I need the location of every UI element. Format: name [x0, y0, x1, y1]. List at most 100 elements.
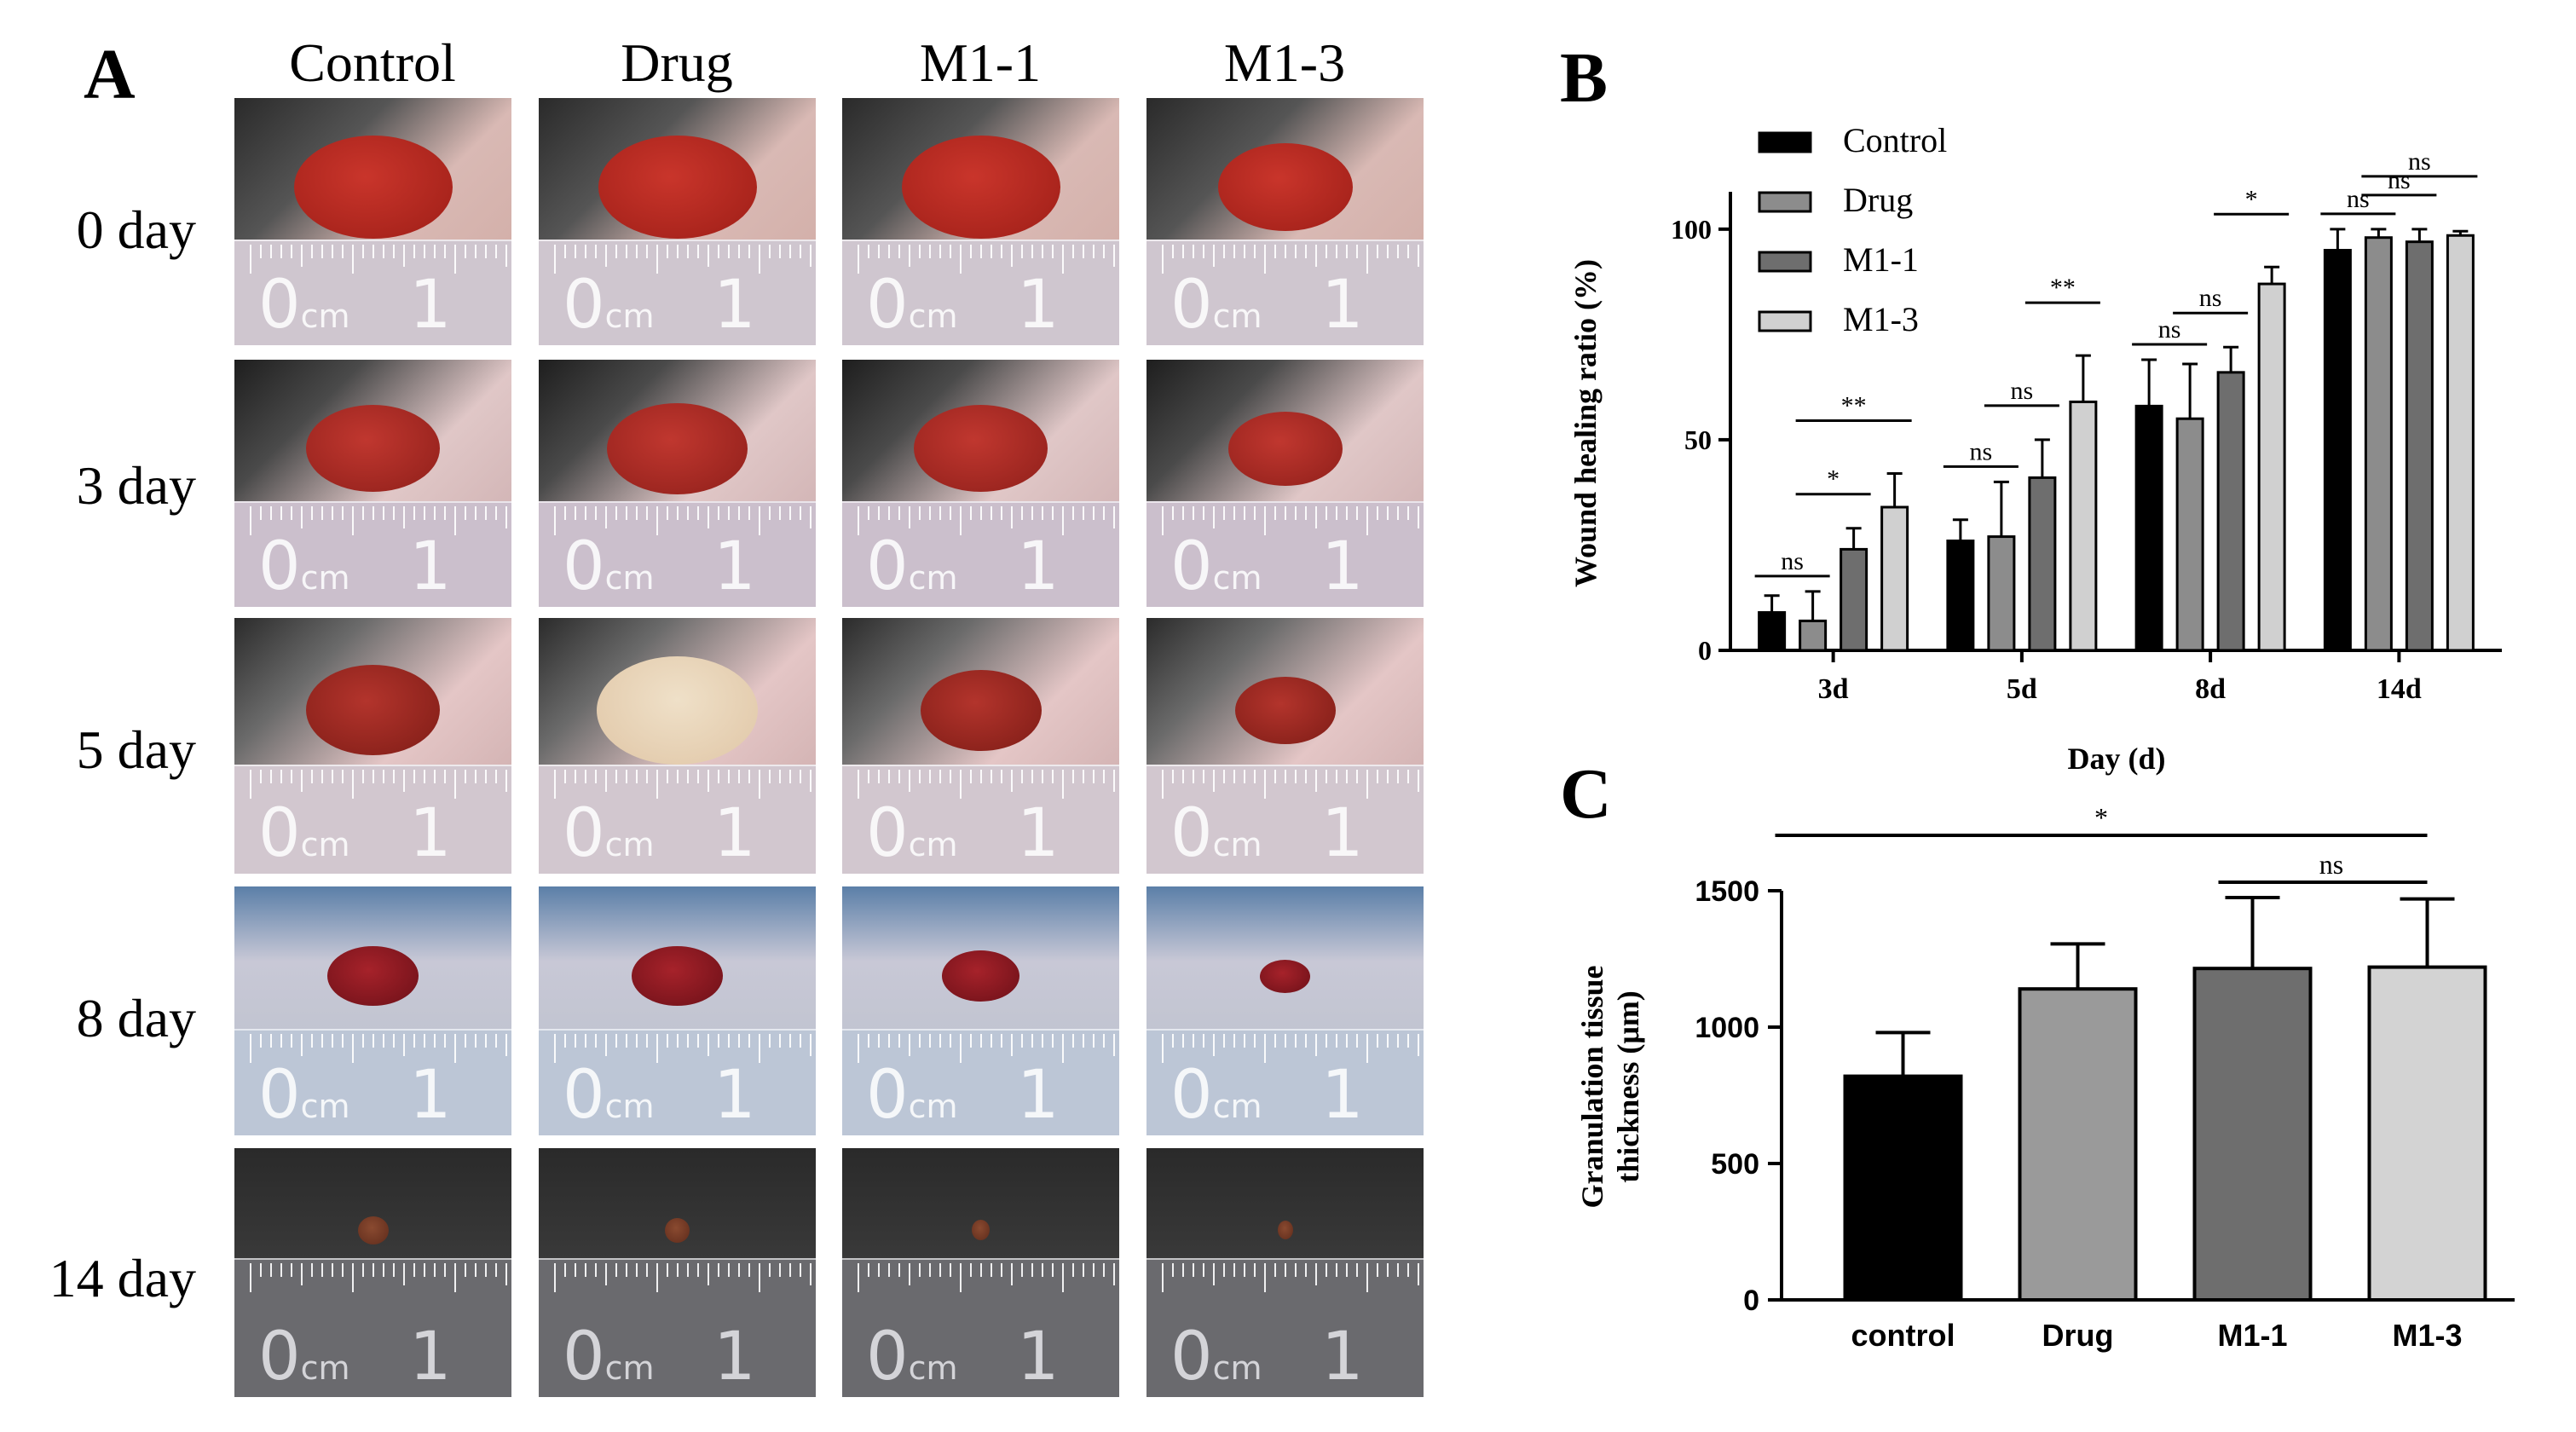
bar-M1-1-3d	[1840, 547, 1868, 652]
legend-swatch-Drug	[1758, 191, 1812, 213]
ruler: 0cm 1	[1146, 240, 1424, 345]
wound-area	[1260, 960, 1310, 993]
bar-Drug-8d	[2175, 417, 2204, 652]
wound-area	[921, 670, 1042, 751]
ruler-one-label: 1	[409, 1057, 452, 1134]
ruler: 0cm 1	[234, 1029, 511, 1135]
row-header-1: 3 day	[76, 455, 196, 516]
ruler: 0cm 1	[1146, 765, 1424, 874]
ruler: 0cm 1	[539, 1029, 816, 1135]
bar-M1-3-8d	[2257, 282, 2286, 652]
legend-label-Drug: Drug	[1843, 181, 1913, 219]
ruler: 0cm 1	[234, 240, 511, 345]
y-tick-label: 0	[1698, 635, 1712, 666]
wound-photo-row0-col0: 0cm 1	[234, 98, 511, 345]
ruler-label: 0cm	[563, 267, 655, 344]
bar-Control-5d	[1946, 540, 1975, 652]
ruler-one-label: 1	[409, 528, 452, 605]
ruler-label: 0cm	[1170, 1319, 1262, 1395]
bar-M1-3	[2367, 965, 2487, 1302]
ruler-one-label: 1	[409, 267, 452, 344]
ruler: 0cm 1	[539, 240, 816, 345]
bar-Control-3d	[1758, 611, 1787, 652]
wound-photo-row2-col2: 0cm 1	[842, 618, 1119, 874]
wound-photo-row4-col1: 0cm 1	[539, 1148, 816, 1397]
significance-label: ns	[2199, 284, 2222, 312]
wound-photo-row3-col0: 0cm 1	[234, 886, 511, 1135]
x-tick-label: 5d	[2007, 673, 2037, 705]
ruler-one-label: 1	[409, 795, 452, 872]
legend-label-M1-1: M1-1	[1843, 240, 1919, 279]
ruler-one-label: 1	[713, 267, 756, 344]
bar-Drug-14d	[2364, 236, 2393, 652]
wound-photo-row1-col2: 0cm 1	[842, 360, 1119, 607]
ruler-label: 0cm	[866, 528, 958, 605]
bar-M1-1-14d	[2405, 240, 2434, 652]
wound-area	[902, 136, 1060, 239]
wound-area	[972, 1220, 990, 1240]
bar-Drug	[2018, 987, 2138, 1302]
ruler-label: 0cm	[866, 1319, 958, 1395]
wound-area	[358, 1216, 389, 1244]
ruler: 0cm 1	[842, 240, 1119, 345]
wound-area	[942, 950, 1019, 1002]
ruler: 0cm 1	[1146, 501, 1424, 607]
ruler-one-label: 1	[713, 1057, 756, 1134]
wound-area	[914, 405, 1048, 492]
significance-label: *	[2094, 802, 2108, 833]
bar-control	[1843, 1074, 1963, 1302]
wound-photo-row4-col2: 0cm 1	[842, 1148, 1119, 1397]
ruler: 0cm 1	[539, 765, 816, 874]
ruler-label: 0cm	[1170, 267, 1262, 344]
wound-area	[1218, 143, 1353, 231]
panel-b-letter: B	[1560, 38, 1609, 118]
ruler-one-label: 1	[1017, 795, 1060, 872]
ruler-label: 0cm	[563, 528, 655, 605]
bar-Control-8d	[2134, 404, 2163, 652]
wound-area	[665, 1218, 690, 1243]
x-tick-label: 14d	[2377, 673, 2422, 705]
ruler-one-label: 1	[1017, 267, 1060, 344]
y-tick-label: 1000	[1695, 1012, 1759, 1044]
panel-c-letter: C	[1560, 754, 1612, 834]
ruler-label: 0cm	[563, 1319, 655, 1395]
bar-M1-3-5d	[2069, 400, 2098, 652]
wound-photo-row2-col0: 0cm 1	[234, 618, 511, 874]
ruler-label: 0cm	[1170, 1057, 1262, 1134]
legend-label-M1-3: M1-3	[1843, 300, 1919, 338]
granulation-thickness-chart: 0 500 1000 1500 Granulation tissuethickness …	[1575, 802, 2515, 1353]
x-tick-label: M1-3	[2392, 1318, 2462, 1353]
ruler: 0cm 1	[842, 765, 1119, 874]
wound-photo-row2-col1: 0cm 1	[539, 618, 816, 874]
y-tick-label: 100	[1671, 214, 1712, 245]
wound-area	[1235, 677, 1336, 744]
x-tick-label: M1-1	[2217, 1318, 2287, 1353]
ruler: 0cm 1	[842, 1029, 1119, 1135]
ruler-label: 0cm	[866, 795, 958, 872]
ruler: 0cm 1	[1146, 1029, 1424, 1135]
ruler-label: 0cm	[258, 1319, 350, 1395]
ruler-one-label: 1	[1017, 1319, 1060, 1395]
bar-M1-3-14d	[2446, 234, 2475, 652]
wound-area	[598, 136, 757, 239]
ruler-one-label: 1	[713, 1319, 756, 1395]
row-header-3: 8 day	[76, 988, 196, 1048]
wound-area	[632, 946, 723, 1006]
bar-Control-14d	[2323, 249, 2352, 652]
x-tick-label: Drug	[2042, 1318, 2114, 1353]
wound-area	[1278, 1221, 1293, 1239]
wound-photo-row0-col1: 0cm 1	[539, 98, 816, 345]
ruler-one-label: 1	[409, 1319, 452, 1395]
y-axis-label: Wound healing ratio (%)	[1568, 259, 1603, 587]
y-tick-label: 0	[1743, 1285, 1759, 1317]
column-header-1: Drug	[621, 32, 733, 93]
significance-label: ns	[1970, 437, 1993, 465]
wound-area	[597, 656, 758, 765]
x-tick-label: control	[1851, 1318, 1955, 1353]
row-header-0: 0 day	[76, 199, 196, 260]
ruler: 0cm 1	[1146, 1258, 1424, 1397]
ruler-one-label: 1	[1321, 528, 1364, 605]
ruler: 0cm 1	[234, 765, 511, 874]
ruler: 0cm 1	[842, 501, 1119, 607]
ruler-one-label: 1	[1321, 795, 1364, 872]
